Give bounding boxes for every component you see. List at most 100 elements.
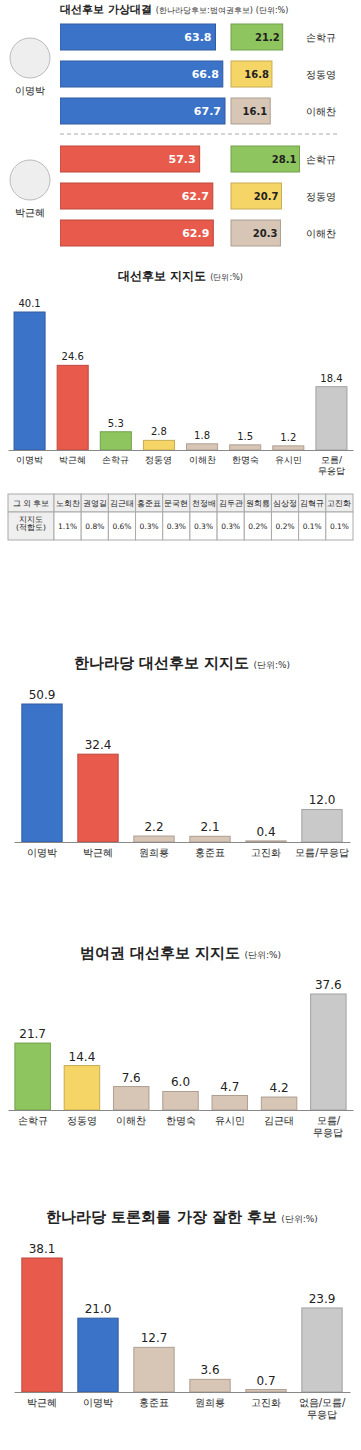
x-tick: 모름/무응답	[295, 847, 348, 858]
data-label: 2.8	[151, 426, 167, 437]
table-header: 심상정	[273, 499, 297, 508]
candidate-name: 박근혜	[15, 207, 45, 218]
x-tick: 한명숙	[166, 1115, 196, 1126]
table-cell	[244, 512, 271, 540]
x-tick: 모름/무응답	[313, 1115, 343, 1138]
table-cell	[326, 512, 353, 540]
opponent-bar	[231, 220, 280, 246]
bar	[230, 445, 261, 450]
title-block: 대선후보 가상대결(한나라당후보:범여권후보)(단위:%)	[60, 3, 288, 16]
x-tick-label: 없음/모름/무응답	[299, 1397, 346, 1420]
bar	[143, 440, 174, 450]
bar	[163, 1091, 198, 1110]
table-cell	[299, 512, 326, 540]
table-cell	[163, 494, 190, 512]
bar	[100, 432, 131, 450]
table-header: 문국현	[164, 499, 188, 508]
table-header: 권영길	[83, 499, 107, 508]
bar	[14, 312, 45, 450]
x-tick-label: 모름/무응답	[318, 455, 345, 475]
data-label: 18.4	[320, 373, 342, 384]
table-value: 0.8%	[85, 522, 104, 531]
title-block: 한나라당 토론회를 가장 잘한 후보 (단위:%)	[46, 1208, 318, 1226]
bar	[22, 1258, 62, 1392]
labels: 이명박63.821.2손학규66.816.8정동영67.716.1이해찬박근혜5…	[15, 31, 336, 240]
chart-title: 대선후보 지지도	[118, 269, 206, 283]
table-value: 0.6%	[112, 522, 131, 531]
bar	[60, 220, 213, 246]
table-cell	[136, 512, 163, 540]
x-tick-label: 손학규	[102, 455, 129, 465]
chart-title: 대선후보 가상대결	[60, 3, 152, 16]
opponent-name: 손학규	[306, 154, 336, 165]
table-cell	[54, 512, 81, 540]
table-header: 김근태	[110, 499, 134, 508]
opponent-name: 정동영	[306, 69, 336, 80]
bar	[113, 1087, 148, 1110]
x-axis: 손학규정동영이해찬한명숙유시민김근태모름/무응답	[9, 1111, 354, 1138]
x-tick: 홍준표	[195, 847, 225, 858]
opponent-name: 이해찬	[306, 228, 336, 239]
candidate-name: 이명박	[15, 85, 45, 96]
chart-title: 한나라당 토론회를 가장 잘한 후보	[46, 1208, 277, 1226]
table-value: 0.3%	[221, 522, 240, 531]
x-axis-line	[15, 842, 351, 843]
data-label: 37.6	[315, 978, 342, 992]
bars	[22, 1258, 342, 1392]
bar	[15, 1043, 50, 1110]
bar	[246, 841, 286, 842]
chart-unit: (단위:%)	[281, 1214, 318, 1224]
x-tick-label: 정동영	[67, 1115, 97, 1126]
x-tick-label: 손학규	[18, 1115, 48, 1126]
table-header: 원희룡	[246, 499, 270, 508]
table-value: 지지도(적합도)	[16, 515, 46, 532]
x-tick-label: 유시민	[275, 455, 302, 465]
title-block: 대선후보 지지도(단위:%)	[118, 269, 243, 283]
chart-subtitle: (한나라당후보:범여권후보)	[156, 6, 253, 15]
x-tick-label: 이해찬	[189, 455, 216, 465]
chart-unit: (단위:%)	[244, 950, 281, 960]
bar	[64, 1066, 99, 1110]
x-tick: 한명숙	[232, 455, 259, 465]
x-axis-line	[15, 1392, 351, 1393]
bar	[273, 446, 304, 450]
x-tick-label: 한명숙	[166, 1115, 196, 1126]
bar	[212, 1096, 247, 1111]
data-label: 21.7	[19, 1027, 46, 1041]
table-value: 1.1%	[58, 522, 77, 531]
table-cell	[190, 494, 217, 512]
x-tick-label: 홍준표	[139, 1397, 169, 1408]
data-labels: 50.932.42.22.10.412.0	[29, 688, 336, 839]
chart-unit: (단위:%)	[253, 660, 290, 670]
data-label: 2.2	[144, 820, 163, 834]
chart-title: 한나라당 대선후보 지지도	[74, 654, 249, 672]
data-label: 23.9	[309, 1292, 336, 1306]
data-label: 62.7	[182, 190, 209, 203]
table-cell	[271, 512, 298, 540]
x-axis: 이명박박근혜원희룡홍준표고진화모름/무응답	[15, 843, 351, 859]
data-labels: 21.714.47.66.04.74.237.6	[19, 978, 341, 1095]
table-value: 0.2%	[276, 522, 295, 531]
table-header: 김두관	[219, 499, 243, 508]
data-label: 40.1	[18, 298, 40, 309]
opponent-name: 정동영	[306, 191, 336, 202]
table-value: 0.3%	[194, 522, 213, 531]
data-label: 12.7	[141, 1331, 168, 1345]
x-tick: 원희룡	[195, 1397, 225, 1408]
x-tick-label: 원희룡	[139, 847, 169, 858]
opponent-bar	[231, 61, 272, 87]
x-tick-label: 이명박	[16, 455, 43, 465]
x-tick: 고진화	[251, 1397, 281, 1408]
table-cell	[299, 494, 326, 512]
photo-placeholder	[10, 38, 50, 78]
x-tick: 정동영	[67, 1115, 97, 1126]
bar	[78, 754, 118, 842]
bars	[60, 24, 299, 246]
table-cell	[136, 494, 163, 512]
bar	[134, 836, 174, 842]
data-label: 0.7	[256, 1374, 275, 1388]
candidate-table: 그 외 후보노회찬권영길김근태홍준표문국현천정배김두관원희룡심상정김혁규고진화지…	[8, 494, 353, 540]
data-labels: 38.121.012.73.60.723.9	[29, 1242, 336, 1388]
x-tick: 없음/모름/무응답	[299, 1397, 346, 1420]
bar	[261, 1097, 296, 1110]
